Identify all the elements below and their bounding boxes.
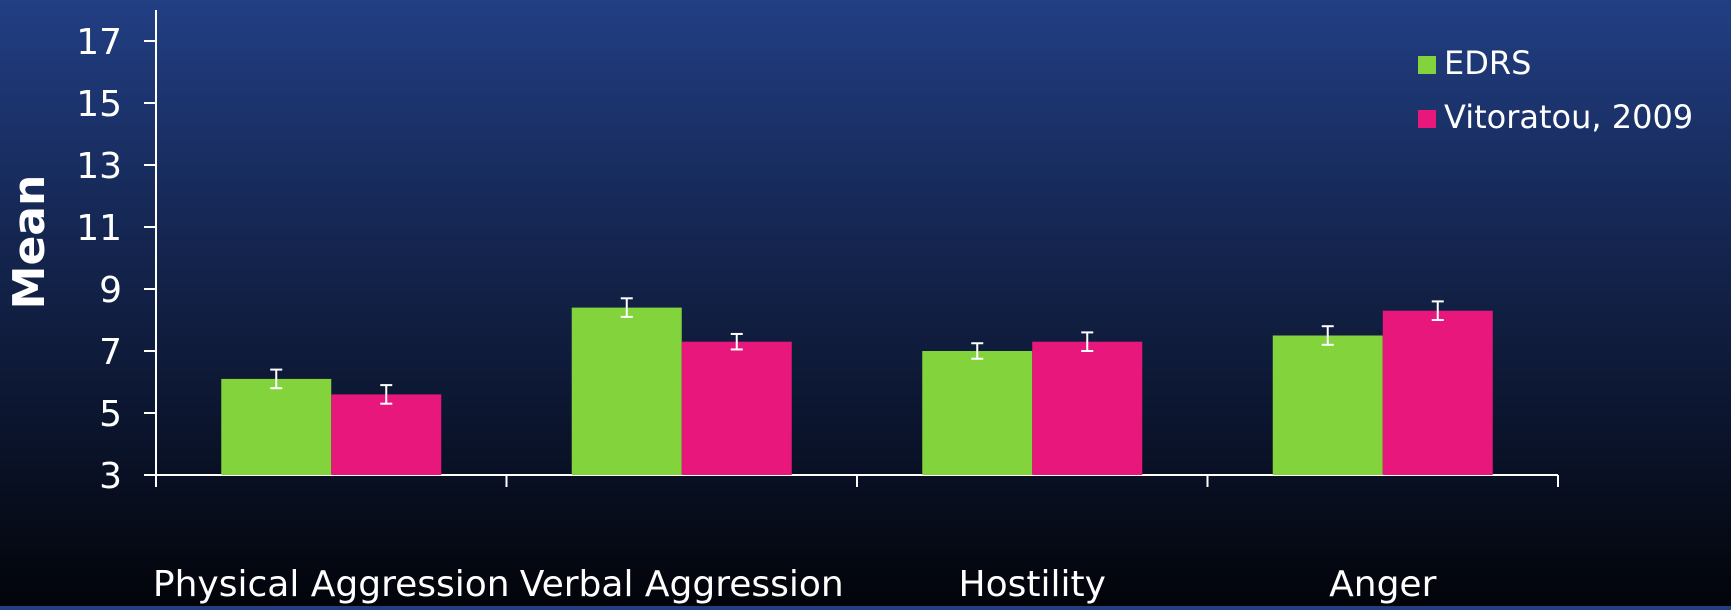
legend-swatch	[1418, 56, 1436, 74]
legend-label: Vitoratou, 2009	[1444, 98, 1693, 136]
bar	[1032, 341, 1143, 475]
x-tick-label: Anger	[1329, 564, 1436, 605]
y-tick-label: 15	[76, 84, 122, 125]
bar	[1272, 335, 1383, 475]
y-tick-label: 9	[99, 270, 122, 311]
bar	[221, 378, 332, 475]
y-tick-label: 13	[76, 146, 122, 187]
bar	[681, 341, 792, 475]
x-tick-label: Verbal Aggression	[520, 564, 844, 605]
y-axis: 3 5 7 9 11 13 15 17	[76, 10, 157, 497]
error-bars	[270, 297, 1444, 405]
bar	[922, 351, 1033, 475]
x-tick-label: Physical Aggression	[153, 564, 510, 605]
bar	[1382, 310, 1493, 475]
bar	[571, 307, 682, 475]
legend-label: EDRS	[1444, 44, 1531, 82]
legend-swatch	[1418, 110, 1436, 128]
bars	[221, 307, 1493, 475]
y-tick-label: 3	[99, 456, 122, 497]
y-tick-label: 11	[76, 208, 122, 249]
x-axis: Physical Aggression Verbal Aggression Host…	[153, 474, 1559, 605]
x-tick-label: Hostility	[959, 564, 1106, 605]
y-tick-label: 5	[99, 394, 122, 435]
y-tick-label: 7	[99, 332, 122, 373]
bar	[331, 394, 442, 475]
legend: EDRS Vitoratou, 2009	[1418, 44, 1693, 136]
y-axis-label: Mean	[4, 175, 55, 310]
y-tick-label: 17	[76, 22, 122, 63]
